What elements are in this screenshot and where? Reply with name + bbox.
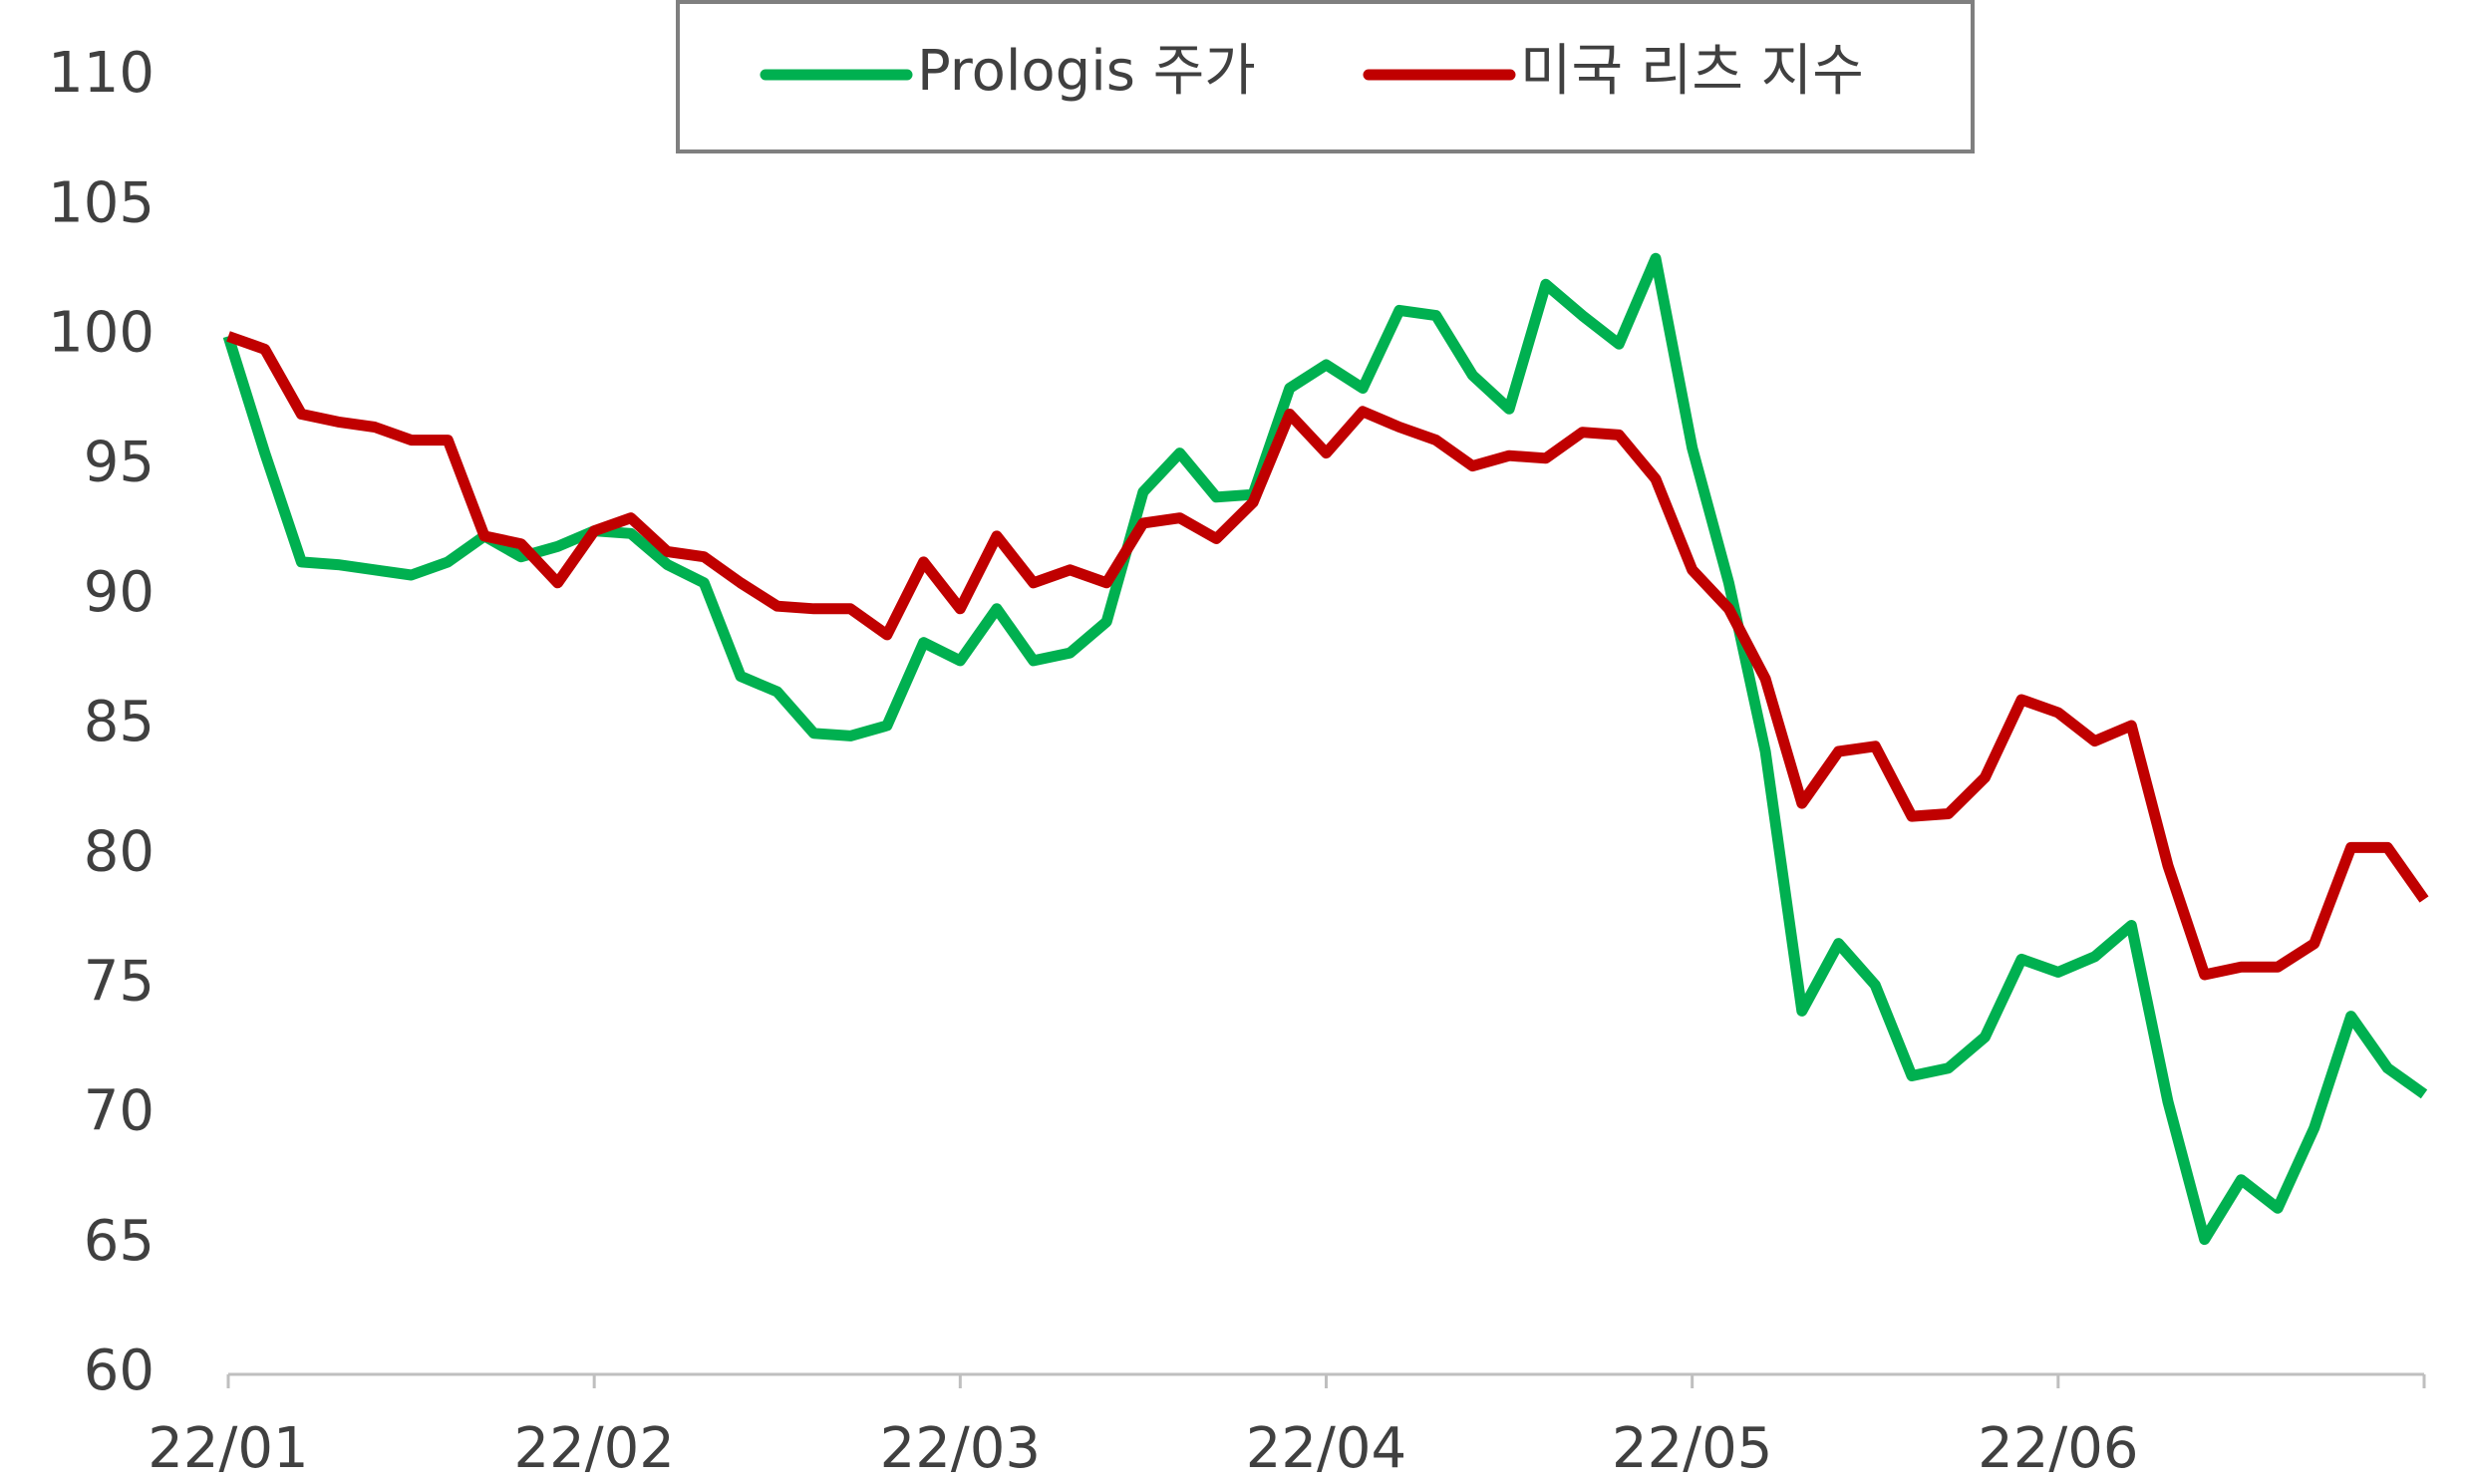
y-tick-label: 95: [84, 431, 154, 495]
legend-label: Prologis 주가: [917, 39, 1256, 104]
y-tick-label: 100: [48, 301, 154, 366]
y-tick-label: 110: [48, 41, 154, 106]
y-tick-label: 105: [48, 170, 154, 235]
y-tick-label: 75: [84, 950, 154, 1015]
series-line: [226, 331, 2429, 981]
y-tick-label: 80: [84, 819, 154, 884]
y-tick-label: 60: [84, 1338, 154, 1403]
x-tick-label: 22/02: [513, 1416, 674, 1480]
x-tick-label: 22/04: [1246, 1416, 1406, 1480]
y-tick-label: 70: [84, 1079, 154, 1144]
y-tick-label: 85: [84, 690, 154, 754]
y-tick-label: 90: [84, 560, 154, 625]
x-tick-label: 22/05: [1612, 1416, 1772, 1480]
x-tick-label: 22/06: [1978, 1416, 2138, 1480]
x-tick-label: 22/01: [148, 1416, 308, 1480]
y-tick-label: 65: [84, 1209, 154, 1274]
legend-label: 미국 리츠 지수: [1520, 39, 1864, 104]
x-tick-label: 22/03: [880, 1416, 1041, 1480]
series-line: [222, 252, 2428, 1246]
